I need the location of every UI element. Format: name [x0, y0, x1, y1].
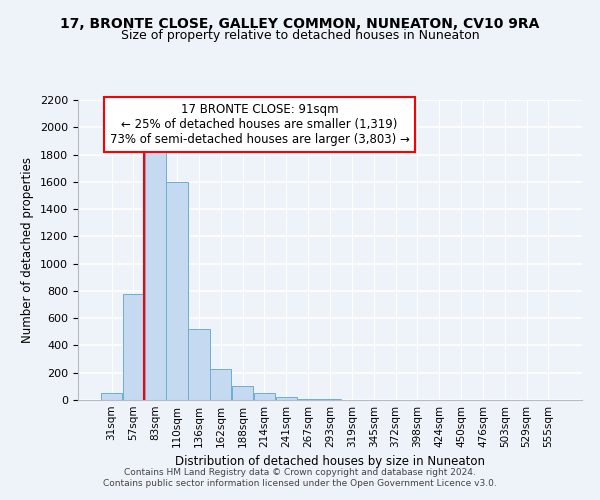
Bar — [232, 386, 253, 400]
Bar — [298, 398, 319, 400]
Text: Contains HM Land Registry data © Crown copyright and database right 2024.
Contai: Contains HM Land Registry data © Crown c… — [103, 468, 497, 487]
Y-axis label: Number of detached properties: Number of detached properties — [22, 157, 34, 343]
X-axis label: Distribution of detached houses by size in Nuneaton: Distribution of detached houses by size … — [175, 456, 485, 468]
Bar — [188, 329, 209, 400]
Text: 17 BRONTE CLOSE: 91sqm
← 25% of detached houses are smaller (1,319)
73% of semi-: 17 BRONTE CLOSE: 91sqm ← 25% of detached… — [110, 103, 409, 146]
Bar — [101, 393, 122, 400]
Bar — [254, 393, 275, 400]
Bar — [210, 368, 232, 400]
Bar — [145, 151, 166, 400]
Bar — [276, 396, 297, 400]
Bar — [123, 294, 144, 400]
Text: Size of property relative to detached houses in Nuneaton: Size of property relative to detached ho… — [121, 29, 479, 42]
Text: 17, BRONTE CLOSE, GALLEY COMMON, NUNEATON, CV10 9RA: 17, BRONTE CLOSE, GALLEY COMMON, NUNEATO… — [61, 18, 539, 32]
Bar — [166, 182, 188, 400]
